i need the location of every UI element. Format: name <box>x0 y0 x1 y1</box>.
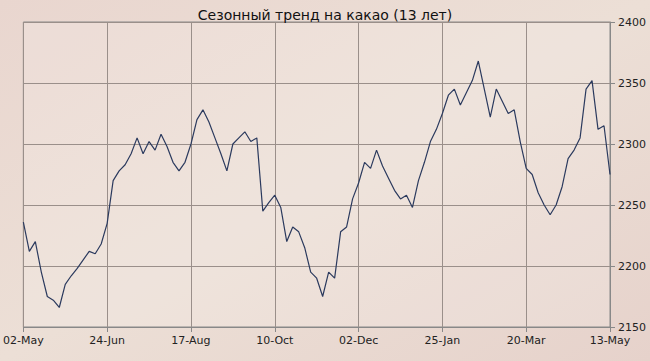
svg-text:2150: 2150 <box>618 321 646 334</box>
svg-text:2300: 2300 <box>618 138 646 151</box>
svg-text:Сезонный тренд на какао (13 ле: Сезонный тренд на какао (13 лет) <box>198 7 452 23</box>
svg-text:17-Aug: 17-Aug <box>171 334 210 347</box>
svg-text:13-May: 13-May <box>590 334 631 347</box>
svg-text:20-Mar: 20-Mar <box>507 334 546 347</box>
svg-text:2200: 2200 <box>618 260 646 273</box>
svg-text:2400: 2400 <box>618 16 646 29</box>
svg-text:24-Jun: 24-Jun <box>89 334 125 347</box>
svg-text:02-Dec: 02-Dec <box>339 334 378 347</box>
svg-text:25-Jan: 25-Jan <box>425 334 461 347</box>
svg-text:2250: 2250 <box>618 199 646 212</box>
svg-text:2350: 2350 <box>618 77 646 90</box>
svg-text:10-Oct: 10-Oct <box>256 334 294 347</box>
svg-text:02-May: 02-May <box>3 334 44 347</box>
